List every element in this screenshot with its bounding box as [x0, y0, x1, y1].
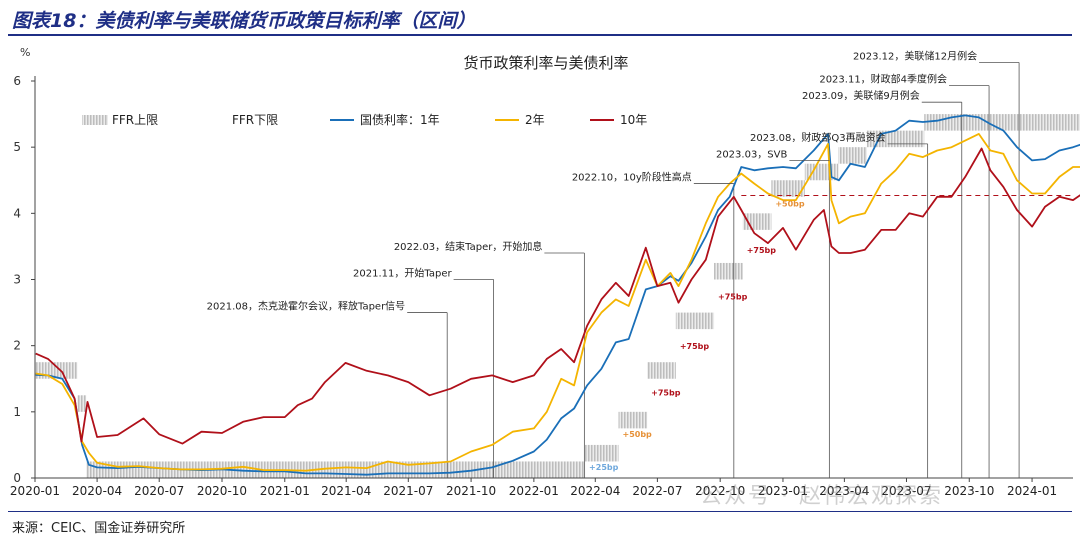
hike-label: +75bp [680, 342, 710, 351]
x-tick-label: 2021-10 [446, 484, 496, 498]
ffr-band [714, 262, 743, 280]
y-tick-label: 4 [13, 206, 21, 220]
x-tick-label: 2022-04 [570, 484, 620, 498]
x-tick-label: 2020-01 [10, 484, 60, 498]
x-tick-label: 2022-01 [509, 484, 559, 498]
header-rule [8, 34, 1072, 36]
x-tick-label: 2021-01 [260, 484, 310, 498]
annotation-text: 2023.12，美联储12月例会 [853, 49, 977, 62]
annotation-text: 2023.03，SVB [716, 149, 788, 160]
y-axis-label: % [20, 46, 30, 59]
ffr-band [675, 312, 715, 330]
y-tick-label: 0 [13, 471, 21, 485]
x-tick-label: 2024-01 [1007, 484, 1057, 498]
x-tick-label: 2023-07 [881, 484, 931, 498]
annotation-text: 2023.08，财政部Q3再融资会 [750, 131, 886, 144]
y-tick-label: 3 [13, 273, 21, 287]
y-tick-label: 1 [13, 405, 21, 419]
event-lines [446, 62, 1020, 478]
hike-label: +75bp [651, 388, 681, 397]
series-lines [35, 114, 1080, 476]
ffr-band [647, 362, 676, 379]
y-tick-label: 5 [13, 140, 21, 154]
watermark: 公众号 · 赵伟宏观探索 [700, 484, 943, 509]
y-tick-label: 2 [13, 339, 21, 353]
hike-label: +75bp [718, 292, 748, 301]
x-tick-label: 2020-04 [72, 484, 122, 498]
ffr-band [838, 147, 867, 164]
hike-label: +50bp [775, 200, 805, 209]
x-tick-label: 2023-10 [944, 484, 994, 498]
annotation-text: 2023.09，美联储9月例会 [802, 89, 920, 102]
ffr-band [618, 411, 648, 429]
figure-footer: 来源：CEIC、国金证券研究所 [0, 508, 1080, 538]
legend-label: 2年 [525, 113, 545, 127]
x-tick-label: 2023-01 [758, 484, 808, 498]
series-line-y2 [35, 133, 1080, 472]
figure-header: 图表18：美债利率与美联储货币政策目标利率（区间） [0, 0, 1080, 36]
legend-swatch-band [82, 115, 108, 125]
hike-label: +50bp [622, 430, 652, 439]
series-line-y10 [35, 147, 1080, 445]
hike-label: +25bp [589, 463, 619, 472]
x-tick-label: 2021-07 [383, 484, 433, 498]
hike-labels: +25bp +50bp +75bp +75bp +75bp +75bp +50bp [589, 200, 805, 472]
event-annotations: 2021.08，杰克逊霍尔会议，释放Taper信号 2021.11，开始Taper… [207, 49, 1020, 313]
axes: 0 1 2 3 4 5 6 2020-01 2020-04 2020-07 2020-10 2021-… [10, 74, 1073, 498]
annotation-text: 2021.11，开始Taper [353, 267, 452, 280]
annotation-text: 2022.10，10y阶段性高点 [572, 171, 692, 184]
legend-label: 国债利率：1年 [360, 112, 440, 127]
figure-title: 图表18：美债利率与美联储货币政策目标利率（区间） [12, 10, 476, 32]
legend-label: 10年 [620, 113, 647, 127]
series-line-y1 [35, 114, 1080, 476]
y-tick-label: 6 [13, 74, 21, 88]
x-tick-label: 2023-04 [819, 484, 869, 498]
annotation-text: 2023.11，财政部4季度例会 [819, 73, 947, 86]
ffr-band [771, 180, 805, 197]
x-tick-label: 2022-10 [695, 484, 745, 498]
footer-rule [8, 511, 1072, 512]
ffr-band [35, 362, 78, 379]
legend-label: FFR上限 [112, 113, 158, 127]
ffr-band [924, 114, 1080, 131]
legend-label: FFR下限 [232, 113, 278, 127]
annotation-text: 2021.08，杰克逊霍尔会议，释放Taper信号 [207, 300, 406, 313]
legend: FFR上限 FFR下限 国债利率：1年 2年 10年 [82, 112, 647, 127]
annotation-text: 2022.03，结束Taper，开始加息 [394, 240, 543, 253]
ffr-band [585, 444, 619, 462]
rates-chart: 货币政策利率与美债利率 % 0 1 2 3 4 5 6 2020-01 2020-04 2020-… [10, 46, 1080, 498]
x-tick-label: 2020-10 [197, 484, 247, 498]
source-note: 来源：CEIC、国金证券研究所 [12, 521, 186, 536]
x-tick-label: 2021-04 [321, 484, 371, 498]
x-tick-label: 2020-07 [134, 484, 184, 498]
ffr-band [77, 395, 87, 412]
x-tick-label: 2022-07 [632, 484, 682, 498]
hike-label: +75bp [747, 246, 777, 255]
ffr-band [86, 461, 586, 478]
chart-title: 货币政策利率与美债利率 [463, 54, 628, 72]
